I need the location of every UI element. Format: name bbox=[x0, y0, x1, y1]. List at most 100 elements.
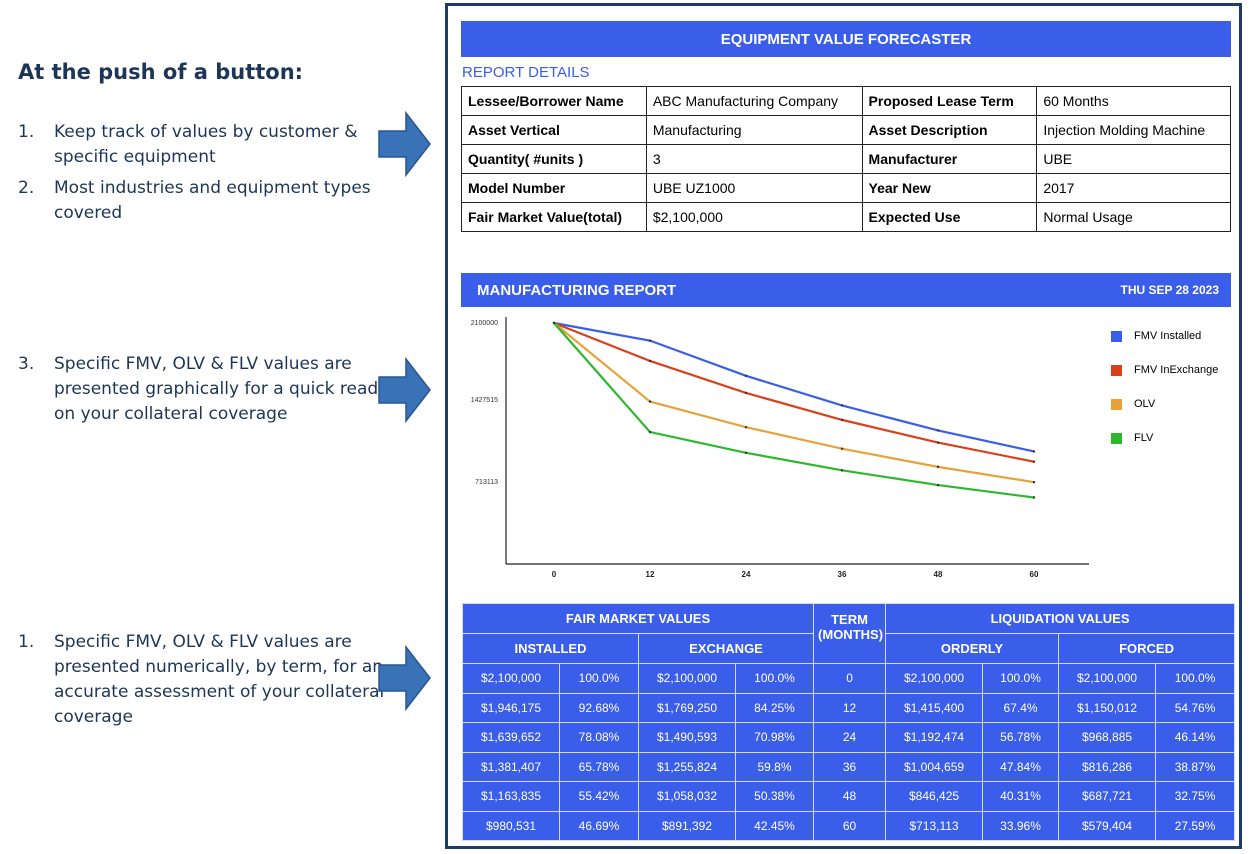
term-months: 24 bbox=[813, 722, 887, 753]
y-tick-label: 1427515 bbox=[471, 397, 498, 404]
exchange-value: $1,058,032 bbox=[638, 781, 736, 812]
detail-label: Lessee/Borrower Name bbox=[461, 86, 647, 116]
series-line bbox=[553, 321, 1035, 453]
exchange-percent: 50.38% bbox=[734, 781, 815, 812]
detail-label: Quantity( #units ) bbox=[461, 144, 647, 174]
table-row: Model Number UBE UZ1000 Year New 2017 bbox=[461, 173, 1231, 203]
report-details-table: Lessee/Borrower Name ABC Manufacturing C… bbox=[461, 86, 1231, 232]
orderly-percent: 56.78% bbox=[982, 722, 1060, 753]
term-header: TERM (MONTHS) bbox=[813, 603, 887, 664]
installed-percent: 55.42% bbox=[559, 781, 639, 812]
data-point bbox=[744, 425, 748, 429]
bullet-number: 2. bbox=[18, 178, 35, 198]
table-row: $1,163,835 55.42% $1,058,032 50.38% 48 $846,4… bbox=[462, 781, 1236, 812]
feature-bullet-2: 2. Most industries and equipment types c… bbox=[18, 176, 388, 226]
installed-value: $1,381,407 bbox=[462, 751, 560, 782]
exchange-value: $1,769,250 bbox=[638, 692, 736, 723]
forced-value: $968,885 bbox=[1058, 722, 1157, 753]
detail-value: Manufacturing bbox=[645, 115, 863, 145]
exchange-value: $1,490,593 bbox=[638, 722, 736, 753]
x-tick-label: 24 bbox=[742, 570, 751, 579]
data-point bbox=[840, 447, 844, 450]
table-row: Quantity( #units ) 3 Manufacturer UBE bbox=[461, 144, 1231, 174]
detail-value: UBE UZ1000 bbox=[645, 173, 863, 203]
detail-value: ABC Manufacturing Company bbox=[645, 86, 863, 116]
forced-percent: 27.59% bbox=[1155, 810, 1236, 841]
bullet-text: Keep track of values by customer & speci… bbox=[54, 122, 358, 167]
table-row: Lessee/Borrower Name ABC Manufacturing C… bbox=[461, 86, 1231, 116]
report-details-label: REPORT DETAILS bbox=[462, 64, 590, 81]
legend-label: FLV bbox=[1134, 432, 1154, 444]
exchange-percent: 70.98% bbox=[734, 722, 815, 753]
table-row: $1,946,175 92.68% $1,769,250 84.25% 12 $1,415… bbox=[462, 692, 1236, 723]
arrow-right-icon bbox=[378, 111, 431, 177]
term-months: 12 bbox=[813, 692, 887, 723]
orderly-header: ORDERLY bbox=[885, 633, 1060, 664]
term-months: 36 bbox=[813, 751, 887, 782]
forced-percent: 100.0% bbox=[1155, 663, 1236, 694]
forced-value: $816,286 bbox=[1058, 751, 1157, 782]
data-point bbox=[936, 483, 940, 487]
left-heading: At the push of a button: bbox=[18, 60, 304, 84]
orderly-percent: 100.0% bbox=[982, 663, 1060, 694]
data-point bbox=[840, 418, 844, 422]
report-date: THU SEP 28 2023 bbox=[1120, 283, 1219, 297]
table-row: $1,381,407 65.78% $1,255,824 59.8% 36 $1,004,… bbox=[462, 751, 1236, 782]
x-tick-label: 36 bbox=[838, 570, 847, 579]
manufacturing-report-banner: MANUFACTURING REPORT THU SEP 28 2023 bbox=[461, 273, 1231, 307]
data-point bbox=[840, 469, 844, 472]
x-tick-label: 0 bbox=[552, 570, 557, 579]
arrow-right-icon bbox=[378, 357, 431, 423]
table-header-row: FAIR MARKET VALUES TERM (MONTHS) LIQUIDA… bbox=[461, 603, 1236, 664]
forced-percent: 46.14% bbox=[1155, 722, 1236, 753]
data-point bbox=[552, 321, 556, 325]
legend-label: FMV Installed bbox=[1134, 330, 1202, 342]
series-line bbox=[553, 322, 1035, 484]
detail-label: Fair Market Value(total) bbox=[461, 202, 647, 232]
installed-percent: 46.69% bbox=[559, 810, 639, 841]
installed-percent: 78.08% bbox=[559, 722, 639, 753]
bullet-number: 3. bbox=[18, 354, 35, 374]
detail-label: Asset Vertical bbox=[461, 115, 647, 145]
term-months: 48 bbox=[813, 781, 887, 812]
orderly-value: $1,192,474 bbox=[885, 722, 984, 753]
installed-percent: 100.0% bbox=[559, 663, 639, 694]
values-table-body: $2,100,000 100.0% $2,100,000 100.0% 0 $2,100,… bbox=[462, 663, 1236, 841]
term-months: 60 bbox=[813, 810, 887, 841]
table-row: Fair Market Value(total) $2,100,000 Expe… bbox=[461, 202, 1231, 232]
orderly-value: $713,113 bbox=[885, 810, 984, 841]
data-point bbox=[744, 451, 748, 455]
detail-value: Injection Molding Machine bbox=[1036, 115, 1231, 145]
exchange-percent: 42.45% bbox=[734, 810, 815, 841]
installed-percent: 92.68% bbox=[559, 692, 639, 723]
detail-label: Asset Description bbox=[861, 115, 1038, 145]
y-tick-label: 713113 bbox=[475, 479, 498, 486]
installed-value: $1,946,175 bbox=[462, 692, 560, 723]
arrow-right-icon bbox=[378, 645, 431, 711]
exchange-value: $1,255,824 bbox=[638, 751, 736, 782]
detail-value: UBE bbox=[1036, 144, 1231, 174]
detail-value: 2017 bbox=[1036, 173, 1231, 203]
exchange-percent: 100.0% bbox=[734, 663, 815, 694]
data-point bbox=[1032, 480, 1036, 484]
installed-value: $980,531 bbox=[462, 810, 560, 841]
exchange-header: EXCHANGE bbox=[637, 633, 815, 664]
exchange-value: $2,100,000 bbox=[638, 663, 736, 694]
legend-swatch bbox=[1111, 365, 1122, 376]
value-forecast-chart: 2100000 1427515 713113 0 12 24 36 48 60 bbox=[471, 317, 1089, 579]
y-tick-label: 2100000 bbox=[471, 320, 498, 327]
installed-percent: 65.78% bbox=[559, 751, 639, 782]
orderly-percent: 47.84% bbox=[982, 751, 1060, 782]
detail-value: 60 Months bbox=[1036, 86, 1231, 116]
x-tick-label: 12 bbox=[646, 570, 655, 579]
installed-value: $2,100,000 bbox=[462, 663, 560, 694]
orderly-value: $1,415,400 bbox=[885, 692, 984, 723]
detail-label: Manufacturer bbox=[861, 144, 1038, 174]
detail-label: Proposed Lease Term bbox=[861, 86, 1038, 116]
data-point bbox=[744, 391, 748, 395]
fair-market-values-header: FAIR MARKET VALUES bbox=[461, 603, 815, 634]
orderly-value: $846,425 bbox=[885, 781, 984, 812]
table-row: Asset Vertical Manufacturing Asset Descr… bbox=[461, 115, 1231, 145]
legend-swatch bbox=[1111, 331, 1122, 342]
bullet-number: 1. bbox=[18, 632, 35, 652]
